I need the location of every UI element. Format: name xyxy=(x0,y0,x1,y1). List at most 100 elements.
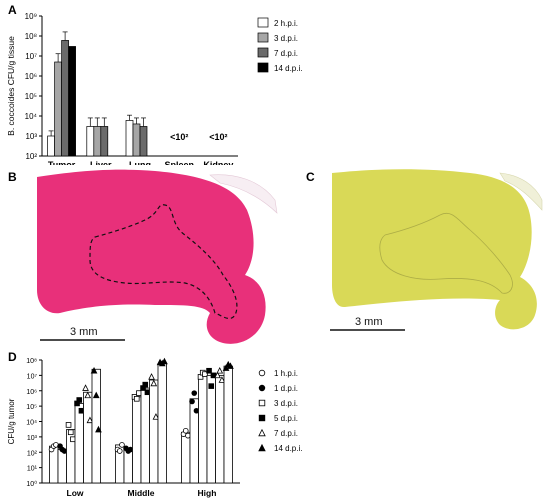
d-data-point xyxy=(65,422,72,428)
a-legend-swatch xyxy=(257,47,269,58)
d-legend-marker xyxy=(258,428,266,437)
d-data-point xyxy=(142,381,149,388)
tissue-section-c xyxy=(332,169,537,330)
d-bar xyxy=(223,365,233,484)
tumor-region-outline xyxy=(89,204,238,320)
d-y-tick-label: 10⁰ xyxy=(26,480,37,488)
d-data-point xyxy=(119,442,125,448)
tumor-region-shadow-c xyxy=(379,213,513,294)
panel-c-letter: C xyxy=(306,170,315,184)
d-data-point xyxy=(84,391,92,399)
d-data-point xyxy=(218,376,226,383)
a-bar xyxy=(93,126,102,157)
d-bar xyxy=(215,374,225,484)
d-data-point xyxy=(95,425,102,433)
a-legend-label: 3 d.p.i. xyxy=(274,34,298,43)
d-data-point xyxy=(148,373,155,380)
d-legend-label: 1 d.p.i. xyxy=(274,384,298,393)
d-data-point xyxy=(92,391,100,399)
d-data-point xyxy=(90,366,98,374)
a-bar xyxy=(100,126,109,157)
d-data-point xyxy=(161,357,168,365)
panel-d-chart: 10⁰ 10¹ 10² 10³ 10⁴ 10⁵ 10⁶ 10⁷ 10⁸ CFU/g tumor Lo… xyxy=(7,357,302,498)
a-y-tick-label: 10⁴ xyxy=(25,112,38,121)
d-y-tick-label: 10⁵ xyxy=(26,404,37,411)
a-bar xyxy=(47,135,55,157)
a-y-tick-label: 10⁷ xyxy=(25,52,37,61)
d-data-point xyxy=(152,413,160,420)
d-data-point xyxy=(82,384,89,391)
a-legend-label: 14 d.p.i. xyxy=(274,64,302,73)
a-bar xyxy=(68,46,76,157)
d-data-point xyxy=(214,371,221,379)
a-legend-swatch xyxy=(257,62,269,73)
scale-bar-label-b: 3 mm xyxy=(70,326,98,338)
d-y-axis-label: CFU/g tumor xyxy=(7,398,16,444)
a-legend-swatch xyxy=(257,17,269,28)
tissue-flap-b xyxy=(209,174,278,214)
panel-a-chart: 10² 10³ 10⁴ 10⁵ 10⁶ 10⁷ 10⁸ 10⁹ B. coccoides CFU… xyxy=(6,12,302,170)
d-bar xyxy=(149,379,159,484)
d-y-tick-label: 10⁸ xyxy=(26,358,37,365)
a-y-tick-label: 10⁶ xyxy=(25,72,37,81)
d-x-tick-label: High xyxy=(198,488,217,498)
a-bar xyxy=(61,40,69,157)
tissue-flap-c xyxy=(499,172,543,211)
d-data-point xyxy=(216,366,224,374)
d-bar xyxy=(83,391,93,484)
a-y-tick-label: 10⁸ xyxy=(25,32,37,41)
d-data-point xyxy=(191,390,198,396)
a-legend-label: 7 d.p.i. xyxy=(274,49,298,58)
d-data-point xyxy=(86,416,94,424)
d-y-tick-label: 10² xyxy=(27,450,38,457)
d-legend-marker xyxy=(258,414,266,422)
d-x-tick-label: Low xyxy=(67,488,84,498)
d-bar xyxy=(74,403,84,484)
d-data-point xyxy=(67,429,74,436)
d-data-point xyxy=(76,397,83,403)
a-below-detection-label: <10² xyxy=(170,132,188,142)
d-data-point xyxy=(116,448,123,454)
a-below-detection-label: <10² xyxy=(209,132,227,142)
d-legend-label: 1 h.p.i. xyxy=(274,369,298,378)
a-legend-label: 2 h.p.i. xyxy=(274,19,298,28)
d-legend-marker xyxy=(258,399,266,407)
scale-bar-label-c: 3 mm xyxy=(355,316,383,328)
d-data-point xyxy=(182,427,189,434)
a-y-tick-label: 10³ xyxy=(25,132,37,141)
d-bar xyxy=(157,363,167,484)
histology-image-c: 3 mm xyxy=(330,165,545,350)
d-data-point xyxy=(227,362,234,369)
a-y-axis-label: B. coccoides CFU/g tissue xyxy=(6,36,16,136)
panel-d-letter: D xyxy=(8,350,17,364)
d-y-tick-label: 10⁴ xyxy=(26,420,37,427)
d-data-point xyxy=(206,367,212,374)
d-data-point xyxy=(202,371,208,377)
a-y-tick-label: 10² xyxy=(25,152,37,161)
d-legend-marker xyxy=(258,384,266,392)
d-y-tick-label: 10³ xyxy=(27,435,38,442)
a-y-tick-label: 10⁵ xyxy=(25,92,37,101)
a-y-tick-label: 10⁹ xyxy=(25,12,37,21)
tissue-section-b xyxy=(37,169,266,344)
panel-b-letter: B xyxy=(8,170,17,184)
d-bar xyxy=(91,368,101,484)
d-bar xyxy=(198,374,208,484)
d-bar xyxy=(206,374,216,484)
d-legend-marker xyxy=(258,369,266,377)
histology-image-b: 3 mm xyxy=(35,165,280,350)
d-data-point xyxy=(189,398,195,405)
a-bar xyxy=(54,61,62,157)
d-y-tick-label: 10⁶ xyxy=(26,389,37,396)
d-legend-label: 14 d.p.i. xyxy=(274,444,302,453)
d-data-point xyxy=(208,383,215,389)
d-legend-label: 7 d.p.i. xyxy=(274,429,298,438)
d-data-point xyxy=(150,379,158,387)
d-legend-marker xyxy=(258,443,266,452)
a-bar xyxy=(132,123,141,157)
d-y-tick-label: 10⁷ xyxy=(27,373,38,380)
panel-a-letter: A xyxy=(8,3,17,17)
d-data-point xyxy=(133,395,140,402)
d-bar xyxy=(57,449,67,484)
d-bar xyxy=(181,431,191,484)
